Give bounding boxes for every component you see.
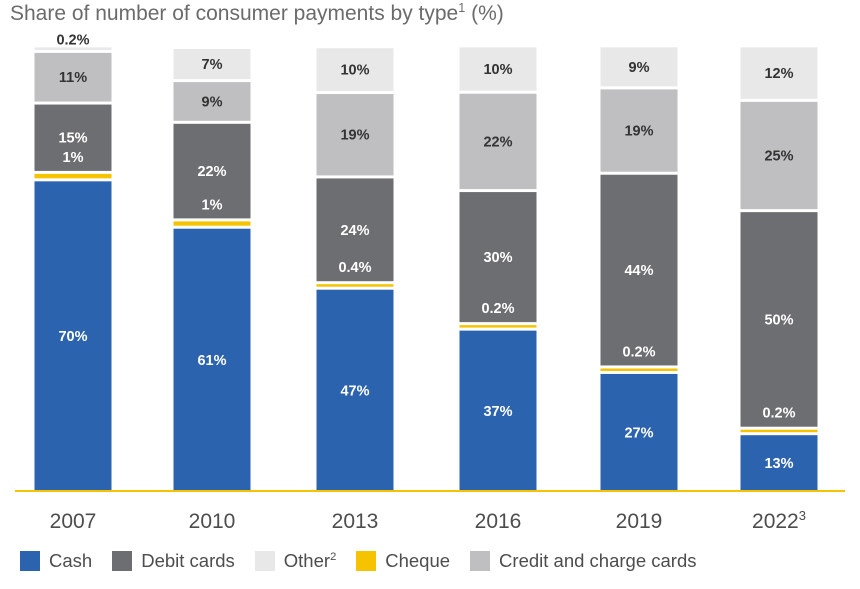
legend-item-other: Other2	[254, 550, 337, 572]
data-label-cash-2016: 37%	[483, 404, 512, 420]
data-label-debit-cards-2022: 50%	[764, 312, 793, 328]
bar-credit-and-charge-cards-2007	[34, 52, 112, 102]
data-label-cash-2019: 27%	[624, 425, 653, 441]
legend-swatch-other	[254, 551, 275, 571]
bar-cash-2022	[740, 435, 818, 491]
bar-cash-2016	[459, 330, 537, 491]
bar-debit-cards-2007	[34, 104, 112, 171]
legend-label-debit-cards: Debit cards	[141, 550, 235, 571]
data-label-cash-2022: 13%	[764, 456, 793, 472]
bar-cheque-2013	[316, 284, 394, 287]
bar-credit-and-charge-cards-2019	[600, 89, 678, 172]
data-label-cash-2010: 61%	[197, 353, 226, 369]
bar-other-2013	[316, 48, 394, 92]
data-label-cheque-2007: 1%	[63, 150, 84, 166]
bar-credit-and-charge-cards-2013	[316, 94, 394, 176]
data-label-other-2013: 10%	[340, 63, 369, 79]
bar-credit-and-charge-cards-2010	[173, 82, 251, 121]
bar-debit-cards-2010	[173, 123, 251, 219]
x-tick-label-2010: 2010	[189, 510, 236, 533]
data-label-credit-and-charge-cards-2013: 19%	[340, 128, 369, 144]
legend-label-cheque: Cheque	[385, 550, 451, 571]
data-label-cash-2013: 47%	[340, 383, 369, 399]
legend-item-cheque: Cheque	[356, 550, 450, 572]
legend-item-credit-and-charge-cards: Credit and charge cards	[470, 550, 697, 572]
bar-other-2022	[740, 47, 818, 99]
data-label-other-2016: 10%	[483, 62, 512, 78]
bar-debit-cards-2016	[459, 192, 537, 323]
bar-cash-2019	[600, 373, 678, 491]
x-tick-label-2013: 2013	[332, 510, 379, 533]
data-label-debit-cards-2013: 24%	[340, 223, 369, 239]
legend-swatch-cheque	[356, 551, 377, 571]
bar-debit-cards-2013	[316, 178, 394, 282]
legend-swatch-debit-cards	[112, 551, 133, 571]
data-label-other-2010: 7%	[202, 57, 223, 73]
data-label-debit-cards-2010: 22%	[197, 164, 226, 180]
bar-cheque-2010	[173, 221, 251, 226]
x-tick-label-2019: 2019	[616, 510, 663, 533]
bar-other-2007	[34, 47, 112, 50]
legend-label-cash: Cash	[49, 550, 93, 571]
title-unit: (%)	[465, 2, 504, 25]
bar-other-2016	[459, 47, 537, 91]
legend-label-credit-and-charge-cards: Credit and charge cards	[499, 550, 697, 571]
bar-cheque-2022	[740, 429, 818, 433]
legend-swatch-cash	[20, 551, 40, 571]
bar-credit-and-charge-cards-2016	[459, 93, 537, 190]
data-label-cash-2007: 70%	[58, 329, 87, 345]
data-label-credit-and-charge-cards-2007: 11%	[59, 70, 87, 86]
data-label-debit-cards-2007: 15%	[58, 131, 87, 147]
x-tick-label-2016: 2016	[475, 510, 522, 533]
data-label-cheque-2019: 0.2%	[622, 344, 655, 360]
bar-debit-cards-2022	[740, 212, 818, 427]
bar-cash-2007	[34, 181, 112, 491]
chart-title: Share of number of consumer payments by …	[10, 2, 504, 26]
data-label-cheque-2013: 0.4%	[338, 260, 371, 276]
data-label-other-2019: 9%	[629, 60, 650, 76]
data-label-credit-and-charge-cards-2016: 22%	[483, 134, 512, 150]
bar-cheque-2007	[34, 173, 112, 179]
data-label-credit-and-charge-cards-2022: 25%	[764, 148, 793, 164]
bar-cheque-2016	[459, 325, 537, 328]
legend-item-debit-cards: Debit cards	[112, 550, 235, 572]
bar-cash-2010	[173, 228, 251, 491]
x-tick-label-2007: 2007	[50, 510, 97, 533]
legend-swatch-credit-and-charge-cards	[470, 551, 491, 571]
data-label-other-2007: 0.2%	[56, 32, 89, 48]
data-label-other-2022: 12%	[764, 66, 793, 82]
legend: Cash Debit cards Other2 Cheque Credit and ch…	[20, 548, 717, 574]
bar-credit-and-charge-cards-2022	[740, 101, 818, 210]
data-label-cheque-2022: 0.2%	[762, 406, 795, 422]
data-label-credit-and-charge-cards-2010: 9%	[202, 94, 223, 110]
legend-label-other: Other2	[283, 550, 337, 571]
chart-title-text: Share of number of consumer payments by …	[10, 2, 459, 25]
legend-item-cash: Cash	[20, 550, 92, 572]
data-label-cheque-2010: 1%	[202, 197, 223, 213]
data-label-debit-cards-2019: 44%	[624, 263, 653, 279]
bar-debit-cards-2019	[600, 174, 678, 366]
bar-other-2019	[600, 47, 678, 87]
bar-cheque-2019	[600, 368, 678, 371]
data-label-cheque-2016: 0.2%	[481, 301, 514, 317]
bar-cash-2013	[316, 289, 394, 491]
title-footnote: 1	[458, 1, 466, 15]
data-label-credit-and-charge-cards-2019: 19%	[624, 124, 653, 140]
x-tick-label-2022: 20223	[752, 508, 806, 533]
bar-other-2010	[173, 49, 251, 80]
data-label-debit-cards-2016: 30%	[483, 250, 512, 266]
